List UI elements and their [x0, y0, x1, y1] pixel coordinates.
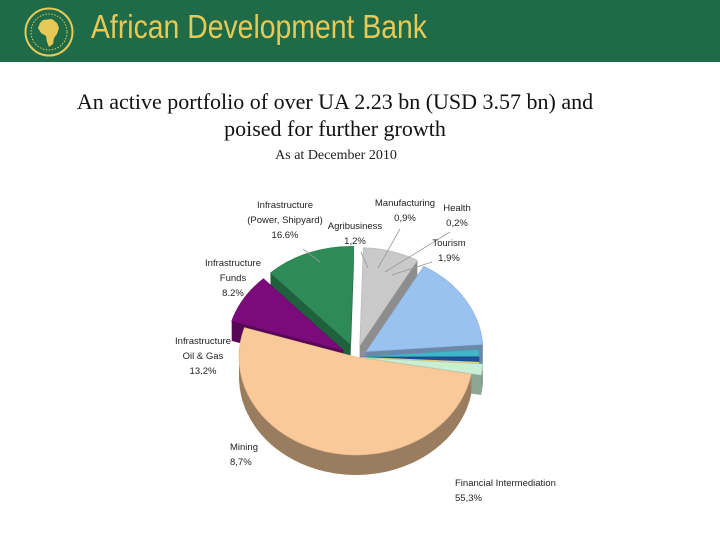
- pie-slice-side: [238, 357, 472, 476]
- page-subtitle: As at December 2010: [275, 148, 397, 163]
- pie-label: Mining 8,7%: [230, 442, 258, 468]
- pie-label: Infrastructure Funds 8.2%: [205, 258, 261, 299]
- page-title-line1: An active portfolio of over UA 2.23 bn (…: [76, 89, 594, 114]
- leader-line: [384, 231, 451, 273]
- pie-label-value: 8.2%: [222, 288, 244, 299]
- leader-line: [360, 251, 369, 269]
- pie-label-text: Agribusiness: [328, 221, 383, 232]
- pie-slice-infrastructure-oil-gas: [270, 246, 355, 346]
- pie-slice-infrastructure-funds: [359, 247, 418, 347]
- leader-line: [377, 228, 401, 269]
- pie-label: Tourism 1,9%: [432, 238, 465, 264]
- header-banner: [0, 0, 720, 62]
- pie-label-text: Financial Intermediation: [455, 478, 556, 489]
- pie-label-text: Infrastructure: [257, 200, 313, 211]
- pie-slice-infrastructure-power-shipyard: [365, 265, 484, 352]
- pie-label-value: 16.6%: [272, 230, 299, 241]
- pie-slice-side: [481, 364, 483, 396]
- pie-label: Agribusiness 1,2%: [328, 221, 383, 247]
- leader-line: [391, 261, 433, 276]
- pie-label: Health 0,2%: [443, 203, 470, 229]
- leader-line: [302, 248, 321, 263]
- pie-label: Financial Intermediation 55,3%: [455, 478, 556, 504]
- pie-label: Manufacturing 0,9%: [375, 198, 435, 224]
- pie-labels: Financial Intermediation 55,3% Mining 8,7% I…: [175, 198, 556, 504]
- pie-label: Infrastructure (Power, Shipyard) 16.6%: [247, 200, 323, 241]
- pie-slice-health: [361, 356, 480, 364]
- pie-label-value: 0,9%: [394, 213, 416, 224]
- page-title-line2: poised for further growth: [224, 116, 446, 141]
- pie-slice-tourism: [365, 357, 484, 376]
- pie-label-value: 0,2%: [446, 218, 468, 229]
- pie-label-text: Funds: [220, 273, 247, 284]
- pie-label-text: Manufacturing: [375, 198, 435, 209]
- pie-label-text: Health: [443, 203, 470, 214]
- pie-label-text: Oil & Gas: [183, 351, 224, 362]
- pie-label-value: 1,9%: [438, 253, 460, 264]
- pie-label-value: 8,7%: [230, 457, 252, 468]
- pie-slice-mining: [231, 278, 344, 351]
- pie-slice-agribusiness: [361, 349, 480, 358]
- pie-tops: [231, 246, 484, 456]
- pie-label-text: Infrastructure: [205, 258, 261, 269]
- pie-label-value: 13.2%: [190, 366, 217, 377]
- pie-label: Infrastructure Oil & Gas 13.2%: [175, 336, 231, 377]
- afdb-logo-icon: [24, 7, 74, 57]
- pie-label-value: 1,2%: [344, 236, 366, 247]
- pie-label-text: Mining: [230, 442, 258, 453]
- pie-label-text: (Power, Shipyard): [247, 215, 323, 226]
- pie-label-value: 55,3%: [455, 493, 482, 504]
- page-title: An active portfolio of over UA 2.23 bn (…: [0, 88, 670, 142]
- pie-leader-lines: [302, 228, 451, 276]
- bank-name: African Development Bank: [91, 8, 428, 45]
- pie-slice-financial-intermediation: [238, 327, 472, 456]
- pie-label-text: Infrastructure: [175, 336, 231, 347]
- pie-label-text: Tourism: [432, 238, 465, 249]
